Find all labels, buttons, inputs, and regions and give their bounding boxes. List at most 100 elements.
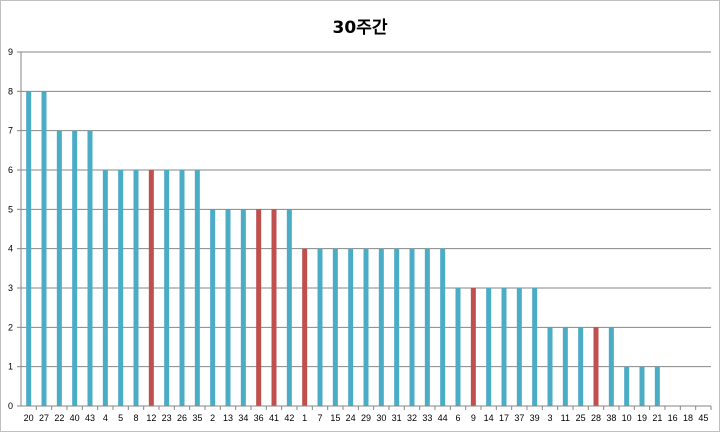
bar-31 <box>394 248 400 406</box>
x-tick-label: 5 <box>118 413 123 423</box>
bar-21 <box>654 366 660 406</box>
x-tick-label: 21 <box>652 413 662 423</box>
y-tick-label: 8 <box>8 86 13 96</box>
x-tick-label: 19 <box>637 413 647 423</box>
bars <box>26 91 660 407</box>
bar-14 <box>486 288 492 406</box>
bar-30 <box>378 248 384 406</box>
bar-22 <box>56 130 62 407</box>
bar-11 <box>562 327 568 406</box>
x-tick-labels: 20 27 22 40 43 4 5 8 12 23 26 35 2 13 34 36 41 42 1 7 15 24 29… <box>24 413 709 423</box>
x-tick-label: 20 <box>24 413 34 423</box>
x-tick-label: 4 <box>103 413 108 423</box>
bar-40 <box>72 130 78 407</box>
x-tick-label: 33 <box>422 413 432 423</box>
x-tick-label: 16 <box>668 413 678 423</box>
bar-7 <box>317 248 323 406</box>
x-tick-label: 22 <box>54 413 64 423</box>
y-tick-label: 5 <box>8 204 13 214</box>
bar-6 <box>455 288 461 406</box>
bar-39 <box>532 288 538 406</box>
bar-38 <box>608 327 614 406</box>
bar-27 <box>41 91 47 406</box>
x-tick-label: 28 <box>591 413 601 423</box>
y-tick-label: 3 <box>8 283 13 293</box>
y-tick-label: 6 <box>8 165 13 175</box>
x-tick-label: 43 <box>85 413 95 423</box>
x-tick-label: 7 <box>317 413 322 423</box>
bar-23 <box>164 170 170 406</box>
x-tick-label: 27 <box>39 413 49 423</box>
x-tick-label: 12 <box>146 413 156 423</box>
x-tick-label: 8 <box>133 413 138 423</box>
x-tick-label: 2 <box>210 413 215 423</box>
bar-5 <box>118 170 124 406</box>
x-tick-label: 17 <box>499 413 509 423</box>
bar-4 <box>102 170 108 406</box>
bar-15 <box>332 248 338 406</box>
bar-13 <box>225 209 231 406</box>
bar-20 <box>26 91 32 406</box>
y-tick-labels: 0 1 2 3 4 5 6 7 8 9 <box>8 47 13 411</box>
x-tick-label: 10 <box>622 413 632 423</box>
bar-36 <box>256 209 262 406</box>
x-tick-label: 11 <box>561 413 570 423</box>
axes <box>17 51 712 410</box>
bar-42 <box>286 209 292 406</box>
bar-34 <box>240 209 246 406</box>
bar-24 <box>348 248 354 406</box>
bar-2 <box>210 209 216 406</box>
x-tick-label: 42 <box>284 413 294 423</box>
x-tick-label: 30 <box>376 413 386 423</box>
x-tick-label: 29 <box>361 413 371 423</box>
y-tick-label: 2 <box>8 322 13 332</box>
x-tick-label: 13 <box>223 413 233 423</box>
x-tick-label: 15 <box>330 413 340 423</box>
x-tick-label: 6 <box>455 413 460 423</box>
bar-17 <box>501 288 507 406</box>
x-tick-label: 3 <box>547 413 552 423</box>
x-tick-label: 26 <box>177 413 187 423</box>
bar-10 <box>624 366 630 406</box>
x-tick-label: 31 <box>392 413 402 423</box>
x-tick-label: 39 <box>530 413 540 423</box>
x-tick-label: 34 <box>238 413 248 423</box>
bar-32 <box>409 248 415 406</box>
bar-26 <box>179 170 185 406</box>
bar-41 <box>271 209 277 406</box>
bar-9 <box>470 288 476 406</box>
bar-8 <box>133 170 139 406</box>
x-tick-label: 35 <box>192 413 202 423</box>
chart-title: 30주간 <box>332 18 388 38</box>
bar-43 <box>87 130 93 407</box>
y-tick-label: 1 <box>8 362 13 372</box>
bar-44 <box>440 248 446 406</box>
y-tick-label: 4 <box>8 244 13 254</box>
bar-28 <box>593 327 599 406</box>
x-tick-label: 45 <box>698 413 708 423</box>
bar-3 <box>547 327 553 406</box>
bar-29 <box>363 248 369 406</box>
y-tick-label: 7 <box>8 126 13 136</box>
x-tick-label: 36 <box>254 413 264 423</box>
y-tick-label: 9 <box>8 47 13 57</box>
x-tick-label: 37 <box>514 413 524 423</box>
y-tick-label: 0 <box>8 401 13 411</box>
bar-19 <box>639 366 645 406</box>
bar-25 <box>578 327 584 406</box>
x-tick-label: 23 <box>162 413 172 423</box>
x-tick-label: 24 <box>346 413 356 423</box>
bar-35 <box>194 170 200 406</box>
x-tick-label: 14 <box>484 413 494 423</box>
x-tick-label: 18 <box>683 413 693 423</box>
x-tick-label: 44 <box>438 413 448 423</box>
x-tick-label: 41 <box>269 413 279 423</box>
x-tick-label: 1 <box>302 413 307 423</box>
bar-37 <box>516 288 522 406</box>
x-tick-label: 32 <box>407 413 417 423</box>
x-tick-label: 38 <box>606 413 616 423</box>
x-tick-label: 40 <box>70 413 80 423</box>
bar-33 <box>424 248 430 406</box>
